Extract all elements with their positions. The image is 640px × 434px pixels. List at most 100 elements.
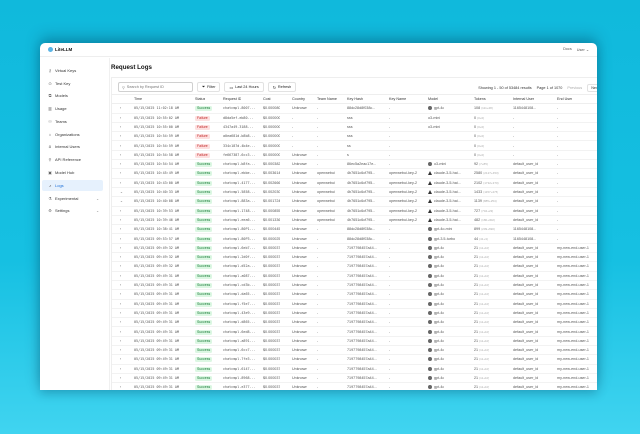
table-row[interactable]: › 05/15/2025 10:39:53 AM Success chatcmpl-1… [112,207,597,216]
table-row[interactable]: › 05/15/2025 09:49:31 AM Success chatcmpl-f… [112,300,597,309]
chevron-right-icon[interactable]: › [120,143,122,148]
column-header[interactable]: Tokens [474,97,486,101]
filter-button[interactable]: ⏷ Filter [197,82,221,92]
table-row[interactable]: › 05/15/2025 09:49:31 AM Success chatcmpl-4… [112,309,597,319]
column-header[interactable]: Cost [263,97,271,101]
chevron-right-icon[interactable]: › [120,283,122,287]
chevron-right-icon[interactable]: › [120,236,122,241]
chevron-right-icon[interactable]: › [120,366,122,371]
column-header[interactable]: Internal User [513,97,535,101]
table-row[interactable]: › 05/15/2025 09:49:32 AM Success chatcmpl-2… [112,253,597,263]
table-row[interactable]: › 05/15/2025 10:39:46 AM Success chatcmpl-e… [112,216,597,226]
table-row[interactable]: › 05/15/2025 11:02:18 AM Success chatcmpl-8… [112,104,597,114]
table-row[interactable]: › 05/15/2025 09:49:31 AM Success chatcmpl-d… [112,318,597,328]
chevron-right-icon[interactable]: › [120,115,122,120]
table-row[interactable]: › 05/15/2025 09:49:31 AM Success chatcmpl-c… [112,281,597,291]
table-row[interactable]: › 05/15/2025 09:53:57 AM Success chatcmpl-8… [112,235,597,244]
table-row[interactable]: ⌄ 05/15/2025 10:40:33 AM Success chatcmpl-5… [112,188,597,198]
chevron-right-icon[interactable]: › [120,171,122,176]
user-menu[interactable]: User ⌄ [577,47,589,52]
chevron-right-icon[interactable]: › [120,376,122,380]
sidebar-item-logs[interactable]: ⩘ Logs [42,180,103,191]
table-row[interactable]: › 05/15/2025 09:49:31 AM Success chatcmpl-6… [112,365,597,374]
search-box[interactable]: ⚲ [118,82,193,92]
sidebar-item-usage[interactable]: ▥ Usage [42,103,103,114]
chevron-right-icon[interactable]: › [120,208,122,213]
euser-value: my-new-end-user-1 [557,329,589,334]
table-row[interactable]: › 05/15/2025 09:49:31 AM Success chatcmpl-d… [112,290,597,300]
chevron-right-icon[interactable]: › [120,301,122,306]
cell-hash: 7197798457a44... [347,374,377,383]
table-row[interactable]: › 05/15/2025 10:54:59 AM Failure 334c187d-4… [112,142,597,151]
sidebar-item-test-key[interactable]: ⊙ Test Key [42,78,103,89]
table-row[interactable]: › 05/15/2025 10:43:00 AM Success chatcmpl-4… [112,179,597,188]
table-row[interactable]: › 05/15/2025 10:54:59 AM Failure a0ea681d-b… [112,132,597,142]
chevron-down-icon[interactable]: ⌄ [120,199,124,204]
table-row[interactable]: › 05/15/2025 10:54:54 AM Success chatcmpl-b… [112,160,597,170]
chevron-right-icon[interactable]: › [120,152,122,157]
table-row[interactable]: ⌄ 05/15/2025 10:40:08 AM Success chatcmpl-8… [112,197,597,207]
token-breakdown: (0+0) [477,134,485,139]
column-header[interactable]: Key Name [389,97,407,101]
sidebar-item-api-reference[interactable]: ⚲ API Reference [42,154,103,165]
chevron-right-icon[interactable]: › [120,338,122,343]
sidebar-item-experimental[interactable]: ⚗ Experimental ⌄ [42,193,103,204]
chevron-right-icon[interactable]: › [120,310,122,315]
search-input[interactable] [126,85,187,89]
column-header[interactable]: End User [557,97,573,101]
chevron-right-icon[interactable]: › [120,385,122,390]
refresh-button[interactable]: ↻ Refresh [267,82,297,92]
logo[interactable]: LiteLLM [48,47,72,52]
chevron-down-icon[interactable]: ⌄ [120,190,124,194]
table-row[interactable]: › 05/15/2025 10:54:58 AM Failure fe667387-6… [112,151,597,161]
column-header[interactable]: Team Name [317,97,337,101]
sidebar-item-models[interactable]: ⧉ Models [42,90,103,101]
column-header[interactable]: Request ID [223,97,242,101]
table-row[interactable]: › 05/15/2025 10:55:00 AM Failure 4347a49-31… [112,123,597,133]
table-row[interactable]: › 05/15/2025 09:49:31 AM Success chatcmpl-a… [112,337,597,347]
chevron-right-icon[interactable]: › [120,124,122,129]
table-row[interactable]: › 05/15/2025 09:49:31 AM Success chatcmpl-7… [112,355,597,365]
chevron-right-icon[interactable]: › [120,320,122,325]
table-row[interactable]: › 05/15/2025 10:38:41 AM Success chatcmpl-8… [112,225,597,235]
sidebar-item-virtual-keys[interactable]: ⚷ Virtual Keys [42,65,103,76]
chevron-right-icon[interactable]: › [120,292,122,297]
chevron-right-icon[interactable]: › [120,162,122,167]
docs-link[interactable]: Docs [563,47,572,51]
chevron-right-icon[interactable]: › [120,255,122,260]
table-row[interactable]: › 05/15/2025 09:49:31 AM Success chatcmpl-a… [112,272,597,281]
next-button[interactable]: Next [587,84,597,92]
chevron-right-icon[interactable]: › [120,329,122,334]
chevron-right-icon[interactable]: › [120,180,122,185]
chevron-right-icon[interactable]: › [120,357,122,362]
sidebar-item-organizations[interactable]: ⌂ Organizations [42,129,103,140]
table-row[interactable]: › 05/15/2025 09:49:32 AM Success chatcmpl-d… [112,262,597,272]
table-row[interactable]: › 05/15/2025 09:49:31 AM Success chatcmpl-e… [112,383,597,390]
chevron-right-icon[interactable]: › [120,134,122,139]
column-header[interactable]: Key Hash [347,97,363,101]
column-header[interactable]: Status [195,97,206,101]
chevron-right-icon[interactable]: › [120,217,122,222]
previous-button[interactable]: Previous [567,86,583,90]
column-header[interactable]: Model [428,97,439,101]
sidebar-item-model-hub[interactable]: ▣ Model Hub [42,167,103,178]
chevron-right-icon[interactable]: › [120,227,122,232]
sidebar-item-internal-users[interactable]: ⍝ Internal Users [42,141,103,152]
sidebar-item-settings[interactable]: ⚙ Settings ⌄ [42,205,103,216]
table-row[interactable]: › 05/15/2025 09:49:32 AM Success chatcmpl-6… [112,244,597,254]
table-row[interactable]: › 05/15/2025 09:49:31 AM Success chatcmpl-8… [112,374,597,384]
time-range-button[interactable]: ▭ Last 24 Hours [224,82,264,92]
sidebar-item-teams[interactable]: ⚇ Teams [42,116,103,127]
chevron-right-icon[interactable]: › [120,273,122,278]
table-row[interactable]: › 05/15/2025 09:49:31 AM Success chatcmpl-6… [112,346,597,356]
chevron-right-icon[interactable]: › [120,106,122,111]
chevron-right-icon[interactable]: › [120,348,122,353]
chevron-right-icon[interactable]: › [120,264,122,269]
table-row[interactable]: › 05/15/2025 10:55:02 AM Failure d8da5ef-eb… [112,114,597,123]
column-header[interactable]: Time [134,97,143,101]
chevron-right-icon[interactable]: › [120,245,122,250]
table-row[interactable]: › 05/15/2025 09:49:31 AM Success chatcmpl-6… [112,328,597,337]
table-row[interactable]: › 05/15/2025 10:45:49 AM Success chatcmpl-e… [112,169,597,179]
column-header[interactable]: Country [292,97,305,101]
cell-tok: 21 (11+10) [474,346,489,355]
